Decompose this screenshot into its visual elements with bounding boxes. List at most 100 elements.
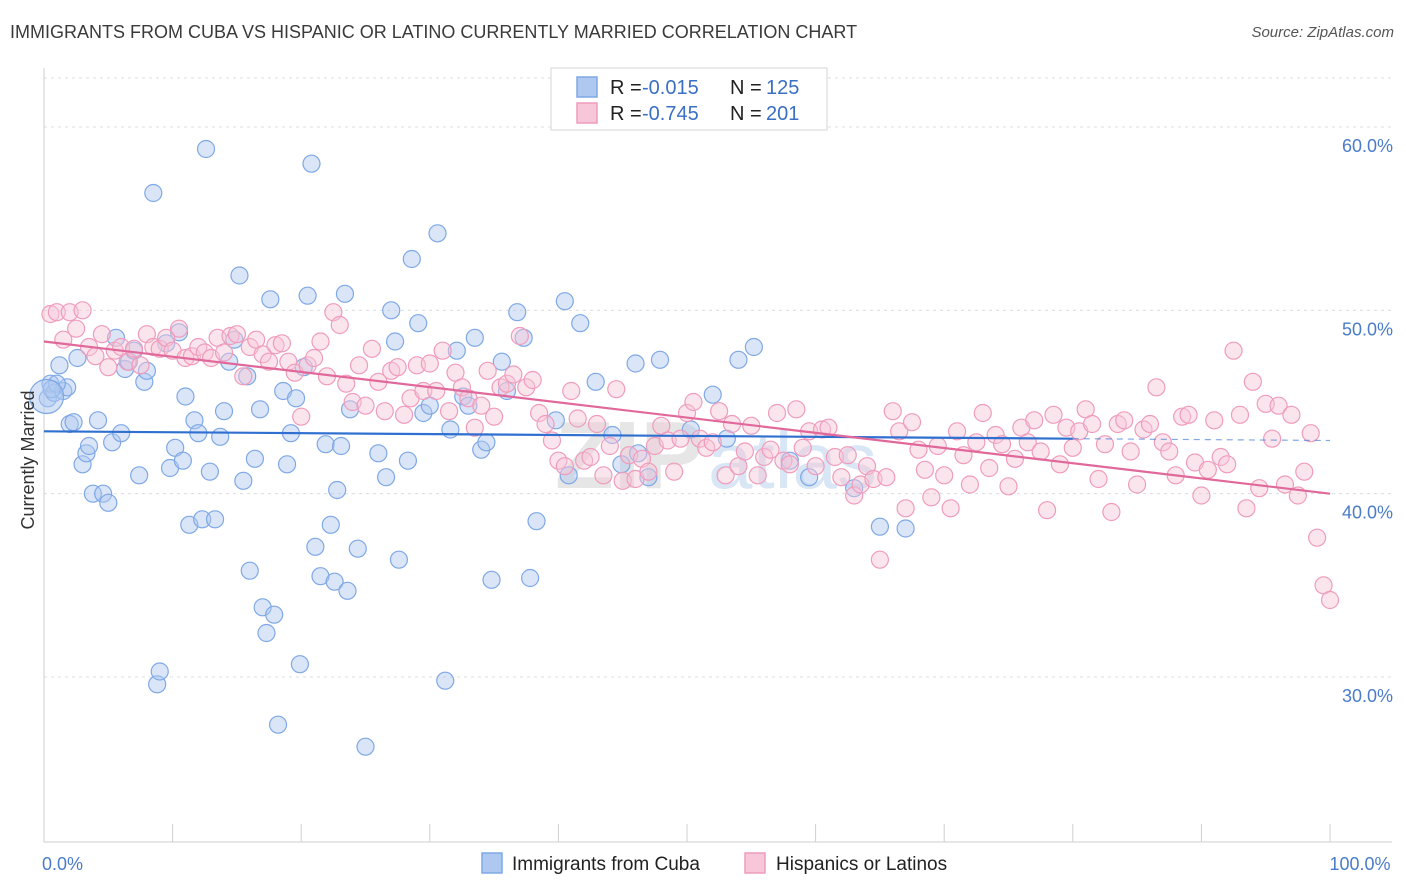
point-cuba-cluster: [28, 378, 65, 415]
point-hispanic-71: [497, 374, 517, 393]
x-tick-label-1: 100.0%: [1329, 854, 1390, 874]
point-hispanic-68: [478, 361, 497, 380]
point-hispanic-55: [394, 405, 414, 424]
point-hispanic-40: [298, 356, 317, 375]
point-hispanic-29: [227, 325, 246, 344]
point-hispanic-167: [1115, 411, 1134, 430]
point-cuba-84: [414, 403, 433, 423]
y-tick-label-0: 30.0%: [1342, 686, 1393, 706]
point-hispanic-0: [41, 304, 60, 324]
point-hispanic-27: [214, 343, 234, 362]
point-hispanic-149: [999, 477, 1018, 496]
point-cuba-57: [277, 455, 297, 474]
point-cuba-87: [436, 671, 455, 690]
point-hispanic-50: [362, 339, 382, 358]
point-hispanic-86: [594, 466, 613, 485]
bottom-legend-swatch-hispanic: [744, 852, 766, 874]
point-cuba-42: [214, 402, 234, 421]
trend-lines: [43, 340, 1331, 495]
point-hispanic-48: [349, 356, 369, 375]
point-hispanic-139: [935, 466, 954, 485]
point-hispanic-41: [304, 348, 324, 368]
point-hispanic-132: [890, 422, 909, 441]
legend-r-label-cuba: R =: [610, 77, 642, 99]
point-hispanic-113: [767, 403, 787, 423]
bottom-legend-label-hispanic: Hispanics or Latinos: [776, 854, 947, 875]
point-cuba-49: [245, 449, 265, 468]
legend-swatch-cuba: [576, 76, 598, 98]
point-cuba-109: [626, 354, 645, 373]
point-hispanic-61: [433, 341, 452, 360]
point-hispanic-49: [356, 396, 375, 415]
point-cuba-48: [240, 561, 259, 580]
point-hispanic-4: [67, 319, 86, 338]
point-hispanic-98: [671, 429, 690, 448]
point-cuba-39: [200, 462, 219, 481]
point-hispanic-188: [1250, 479, 1269, 498]
point-hispanic-30: [234, 367, 253, 386]
point-hispanic-115: [780, 455, 799, 474]
point-hispanic-69: [485, 407, 504, 426]
point-hispanic-52: [375, 402, 394, 421]
bottom-legend-swatch-cuba: [481, 852, 503, 874]
point-cuba-9: [73, 455, 92, 474]
legend-r-value-cuba: -0.015: [642, 77, 699, 99]
point-hispanic-46: [337, 374, 356, 393]
point-cuba-25: [144, 183, 163, 203]
point-cuba-73: [340, 400, 360, 419]
point-cuba-89: [447, 341, 466, 360]
point-hispanic-146: [980, 458, 999, 478]
point-hispanic-20: [169, 319, 189, 338]
point-hispanic-78: [542, 431, 562, 450]
point-hispanic-130: [877, 468, 896, 487]
point-cuba-12: [83, 484, 102, 503]
point-hispanic-168: [1121, 442, 1140, 461]
point-cuba-103: [555, 292, 574, 311]
legend-n-label-hispanic: N =: [730, 103, 762, 125]
point-cuba-68: [325, 572, 344, 591]
trend-line-cuba: [43, 430, 1073, 440]
point-hispanic-35: [266, 336, 285, 355]
series-legend: Immigrants from Cuba Hispanics or Latino…: [481, 852, 947, 875]
point-cuba-95: [482, 570, 501, 589]
point-cuba-104: [559, 466, 578, 485]
x-tick-label-0: 0.0%: [42, 854, 83, 874]
point-cuba-96: [492, 352, 511, 371]
point-hispanic-182: [1211, 447, 1230, 467]
point-hispanic-73: [510, 326, 529, 346]
point-hispanic-172: [1147, 378, 1166, 397]
point-cuba-37: [193, 510, 212, 529]
point-cuba-22: [130, 466, 149, 485]
point-cuba-79: [385, 332, 405, 351]
point-cuba-114: [703, 385, 722, 404]
point-hispanic-159: [1063, 438, 1082, 457]
y-tick-label-3: 60.0%: [1342, 136, 1393, 156]
point-hispanic-131: [883, 402, 902, 421]
point-cuba-83: [409, 314, 428, 333]
point-cuba-27: [150, 662, 169, 681]
point-cuba-63: [302, 154, 321, 173]
point-cuba-64: [306, 537, 325, 556]
point-cuba-32: [173, 451, 192, 470]
point-hispanic-195: [1295, 462, 1314, 481]
point-hispanic-60: [427, 381, 446, 401]
point-hispanic-179: [1192, 486, 1211, 505]
point-hispanic-191: [1269, 396, 1288, 415]
point-cuba-50: [250, 400, 270, 419]
point-cuba-72: [338, 581, 357, 600]
point-hispanic-147: [986, 425, 1005, 445]
point-cuba-101: [527, 512, 546, 531]
point-cuba-121: [870, 517, 890, 536]
point-cuba-59: [286, 389, 306, 408]
point-hispanic-190: [1263, 429, 1282, 448]
point-hispanic-28: [221, 326, 240, 346]
correlation-legend: R = -0.015 N = 125 R = -0.745 N = 201: [550, 67, 828, 131]
y-axis-title: Currently Married: [18, 390, 38, 529]
point-cuba-38: [196, 139, 216, 159]
point-cuba-71: [335, 284, 355, 303]
point-cuba-69: [328, 480, 347, 500]
point-hispanic-36: [272, 334, 292, 353]
point-hispanic-150: [1005, 449, 1025, 468]
point-hispanic-181: [1205, 411, 1224, 430]
point-hispanic-164: [1095, 435, 1115, 454]
